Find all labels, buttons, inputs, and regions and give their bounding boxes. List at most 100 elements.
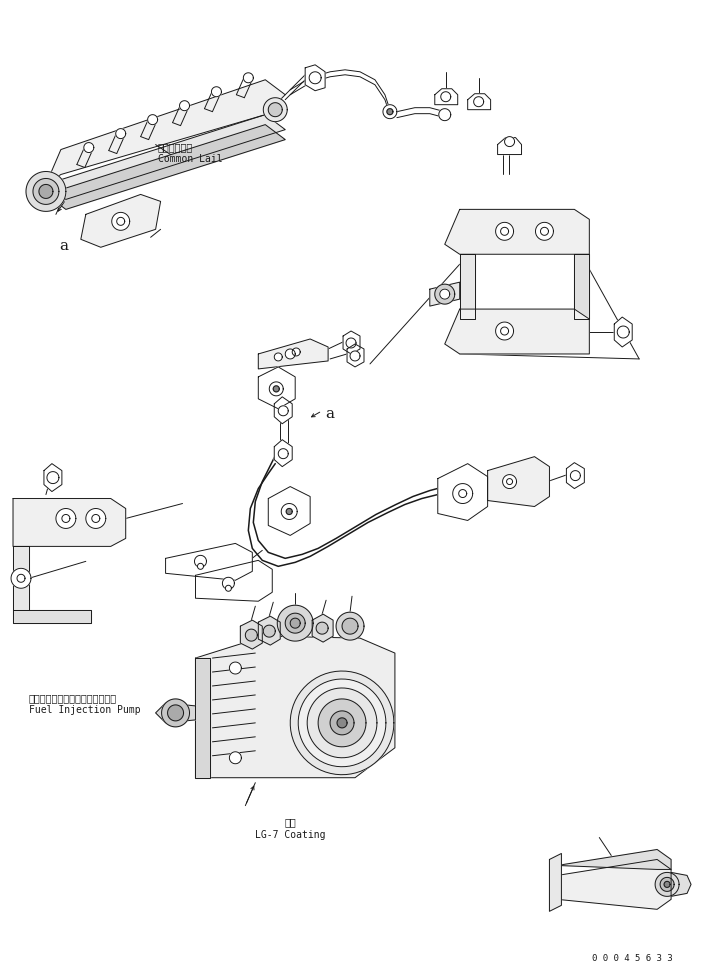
Polygon shape (46, 115, 286, 200)
Polygon shape (244, 72, 253, 83)
Polygon shape (502, 475, 516, 488)
Polygon shape (316, 622, 328, 634)
Polygon shape (13, 546, 29, 610)
Polygon shape (439, 109, 450, 121)
Polygon shape (574, 254, 589, 319)
Polygon shape (468, 94, 491, 110)
Polygon shape (437, 463, 487, 520)
Polygon shape (268, 102, 282, 117)
Text: a: a (325, 407, 334, 421)
Text: 塗布: 塗布 (284, 817, 296, 828)
Polygon shape (557, 860, 671, 909)
Polygon shape (194, 556, 207, 567)
Polygon shape (500, 327, 508, 335)
Polygon shape (460, 254, 475, 319)
Polygon shape (387, 109, 393, 115)
Polygon shape (195, 658, 210, 778)
Polygon shape (286, 509, 292, 514)
Polygon shape (278, 406, 288, 416)
Polygon shape (268, 486, 310, 536)
Polygon shape (13, 499, 126, 546)
Polygon shape (229, 662, 241, 674)
Polygon shape (342, 619, 358, 634)
Polygon shape (179, 100, 189, 111)
Polygon shape (435, 89, 458, 104)
Polygon shape (346, 338, 356, 348)
Polygon shape (46, 124, 286, 209)
Polygon shape (112, 212, 129, 231)
Text: 0 0 0 4 5 6 3 3: 0 0 0 4 5 6 3 3 (592, 954, 673, 963)
Polygon shape (347, 344, 364, 367)
Polygon shape (309, 71, 321, 84)
Polygon shape (507, 479, 513, 484)
Polygon shape (343, 331, 360, 354)
Polygon shape (318, 699, 366, 747)
Polygon shape (226, 586, 231, 592)
Text: LG-7 Coating: LG-7 Coating (255, 830, 325, 840)
Polygon shape (617, 326, 629, 338)
Polygon shape (273, 386, 279, 392)
Polygon shape (305, 65, 325, 91)
Polygon shape (223, 577, 234, 590)
Polygon shape (81, 194, 161, 247)
Polygon shape (92, 514, 100, 522)
Polygon shape (211, 87, 221, 96)
Polygon shape (269, 382, 283, 396)
Polygon shape (440, 290, 450, 299)
Polygon shape (383, 104, 397, 119)
Polygon shape (441, 92, 450, 101)
Polygon shape (258, 339, 328, 369)
Polygon shape (245, 629, 257, 641)
Polygon shape (147, 115, 158, 124)
Polygon shape (162, 699, 189, 727)
Polygon shape (570, 471, 581, 481)
Polygon shape (258, 367, 295, 409)
Polygon shape (263, 97, 287, 122)
Polygon shape (566, 462, 584, 488)
Polygon shape (292, 348, 300, 356)
Polygon shape (17, 574, 25, 582)
Polygon shape (47, 472, 59, 483)
Polygon shape (155, 703, 195, 723)
Polygon shape (336, 612, 364, 640)
Polygon shape (307, 688, 377, 758)
Text: フェエルインジェクションポンプ: フェエルインジェクションポンプ (29, 693, 117, 703)
Polygon shape (655, 872, 679, 896)
Polygon shape (312, 614, 333, 642)
Polygon shape (229, 752, 241, 763)
Polygon shape (330, 711, 354, 734)
Polygon shape (278, 605, 313, 641)
Polygon shape (458, 489, 466, 498)
Polygon shape (453, 483, 473, 504)
Polygon shape (487, 456, 549, 507)
Polygon shape (26, 172, 66, 211)
Polygon shape (299, 679, 386, 767)
Polygon shape (664, 881, 670, 888)
Polygon shape (536, 222, 553, 240)
Polygon shape (615, 317, 632, 347)
Polygon shape (33, 179, 59, 205)
Polygon shape (263, 625, 275, 637)
Polygon shape (445, 309, 589, 354)
Polygon shape (46, 80, 286, 184)
Polygon shape (290, 619, 300, 628)
Polygon shape (281, 504, 297, 519)
Polygon shape (86, 509, 106, 529)
Polygon shape (660, 877, 674, 892)
Polygon shape (337, 718, 347, 728)
Polygon shape (495, 222, 513, 240)
Polygon shape (500, 228, 508, 235)
Polygon shape (168, 704, 184, 721)
Polygon shape (278, 449, 288, 458)
Polygon shape (258, 617, 281, 645)
Polygon shape (350, 351, 360, 361)
Polygon shape (541, 228, 549, 235)
Polygon shape (557, 849, 671, 869)
Text: コモンレール: コモンレール (158, 143, 193, 152)
Polygon shape (195, 561, 273, 601)
Polygon shape (116, 128, 126, 139)
Polygon shape (445, 209, 589, 254)
Polygon shape (56, 509, 76, 529)
Polygon shape (549, 853, 562, 911)
Polygon shape (429, 282, 460, 306)
